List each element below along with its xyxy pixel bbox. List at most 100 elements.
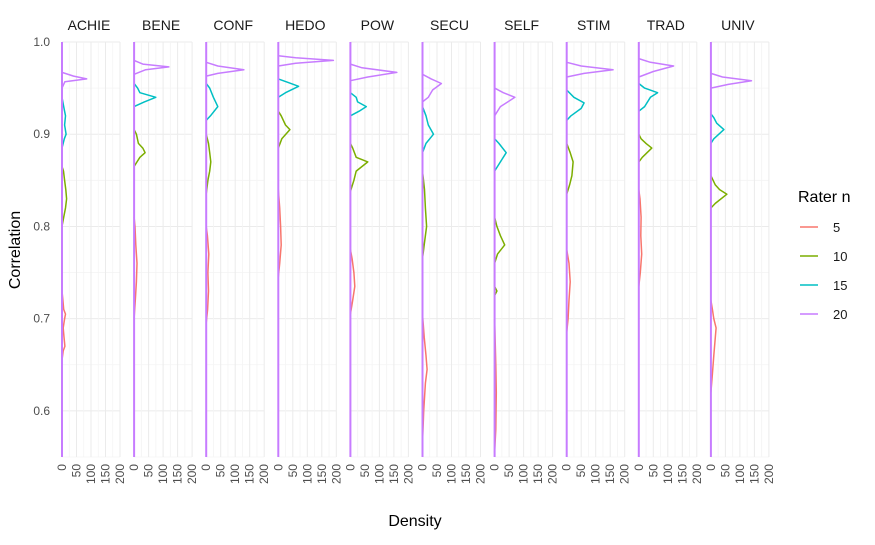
x-axis-title: Density (388, 513, 441, 530)
density-line-achie-n5 (61, 290, 67, 361)
x-tick-label: 50 (142, 464, 156, 478)
x-tick-label: 150 (99, 464, 113, 484)
legend-entry-label: 15 (833, 278, 847, 293)
density-line-trad-n15 (638, 82, 659, 112)
density-line-stim-n20 (566, 61, 614, 78)
facet-label: TRAD (647, 17, 685, 33)
density-line-stim-n10 (565, 143, 574, 195)
legend-title: Rater n (798, 189, 850, 206)
facet-label: STIM (577, 17, 610, 33)
density-line-secu-n5 (421, 314, 428, 444)
density-line-achie-n10 (61, 166, 68, 227)
x-tick-label: 0 (560, 464, 574, 471)
facet-label: SECU (430, 17, 469, 33)
density-line-bene-n20 (133, 59, 170, 75)
x-tick-label: 50 (214, 464, 228, 478)
density-line-secu-n15 (421, 106, 435, 153)
density-line-univ-n15 (710, 113, 725, 144)
density-line-bene-n10 (133, 129, 146, 167)
x-tick-label: 150 (387, 464, 401, 484)
x-tick-label: 100 (445, 464, 459, 484)
x-tick-label: 150 (675, 464, 689, 484)
density-line-conf-n5 (205, 226, 210, 324)
density-line-achie-n15 (61, 97, 67, 149)
facet-panel: TRAD 0 50 100 150 200 (632, 17, 704, 484)
x-tick-label: 150 (747, 464, 761, 484)
legend: Rater n 5 10 15 20 (798, 189, 850, 322)
facet-panel: POW 0 50 100 150 200 (343, 17, 415, 484)
x-tick-label: 200 (762, 464, 776, 484)
legend-entry-label: 10 (833, 249, 847, 264)
density-line-bene-n15 (133, 83, 157, 108)
x-tick-label: 200 (618, 464, 632, 484)
x-tick-label: 200 (113, 464, 127, 484)
density-line-conf-n20 (205, 61, 245, 77)
x-tick-label: 100 (228, 464, 242, 484)
density-line-achie-n20 (61, 71, 88, 89)
density-line-self-n20 (493, 87, 516, 117)
x-tick-label: 0 (488, 464, 502, 471)
density-line-trad-n10 (638, 133, 653, 163)
facet-label: ACHIE (68, 17, 111, 33)
density-line-secu-n20 (422, 73, 443, 103)
x-tick-label: 50 (286, 464, 300, 478)
density-line-self-n10 (493, 217, 506, 296)
x-tick-label: 100 (589, 464, 603, 484)
density-line-secu-n10 (421, 171, 428, 259)
x-tick-label: 0 (127, 464, 141, 471)
y-tick-label: 1.0 (33, 35, 50, 49)
facet-label: BENE (142, 17, 180, 33)
density-line-conf-n15 (205, 83, 219, 121)
x-tick-label: 200 (329, 464, 343, 484)
density-line-trad-n20 (638, 57, 675, 78)
y-tick-label: 0.9 (33, 127, 50, 141)
x-tick-label: 200 (185, 464, 199, 484)
facet-label: UNIV (721, 17, 755, 33)
facet-panel: ACHIE 0 50 100 150 200 (55, 17, 127, 484)
density-line-hedo-n5 (277, 189, 282, 278)
x-tick-label: 150 (243, 464, 257, 484)
x-tick-label: 50 (646, 464, 660, 478)
density-line-conf-n10 (205, 134, 212, 195)
y-tick-label: 0.6 (33, 404, 50, 418)
facet-label: CONF (213, 17, 253, 33)
x-tick-label: 50 (502, 464, 516, 478)
density-line-univ-n20 (710, 72, 753, 89)
x-tick-label: 0 (55, 464, 69, 471)
x-tick-label: 200 (546, 464, 560, 484)
facet-panel: SECU 0 50 100 150 200 (416, 17, 488, 484)
x-tick-label: 100 (661, 464, 675, 484)
x-tick-label: 150 (459, 464, 473, 484)
facet-panel: BENE 0 50 100 150 200 (127, 17, 199, 484)
x-tick-label: 150 (315, 464, 329, 484)
x-tick-label: 0 (271, 464, 285, 471)
density-line-pow-n5 (349, 249, 356, 315)
x-tick-label: 100 (517, 464, 531, 484)
density-line-pow-n20 (350, 63, 398, 82)
facet-label: POW (361, 17, 395, 33)
density-line-trad-n5 (638, 189, 643, 287)
x-tick-label: 0 (416, 464, 430, 471)
x-tick-label: 150 (603, 464, 617, 484)
density-line-hedo-n15 (277, 78, 300, 98)
facet-label: HEDO (285, 17, 326, 33)
legend-entry-label: 20 (833, 307, 847, 322)
x-tick-label: 50 (430, 464, 444, 478)
x-tick-label: 50 (718, 464, 732, 478)
x-tick-label: 50 (358, 464, 372, 478)
x-tick-label: 100 (84, 464, 98, 484)
x-tick-label: 0 (704, 464, 718, 471)
x-tick-label: 200 (401, 464, 415, 484)
x-tick-label: 200 (257, 464, 271, 484)
density-line-pow-n15 (349, 92, 368, 117)
facet-panel: CONF 0 50 100 150 200 (199, 17, 271, 484)
density-line-hedo-n10 (277, 110, 291, 149)
x-tick-label: 200 (474, 464, 488, 484)
x-tick-label: 100 (300, 464, 314, 484)
y-tick-label: 0.8 (33, 219, 50, 233)
y-axis-title: Correlation (7, 211, 24, 289)
density-line-univ-n5 (710, 300, 717, 393)
x-tick-label: 0 (199, 464, 213, 471)
